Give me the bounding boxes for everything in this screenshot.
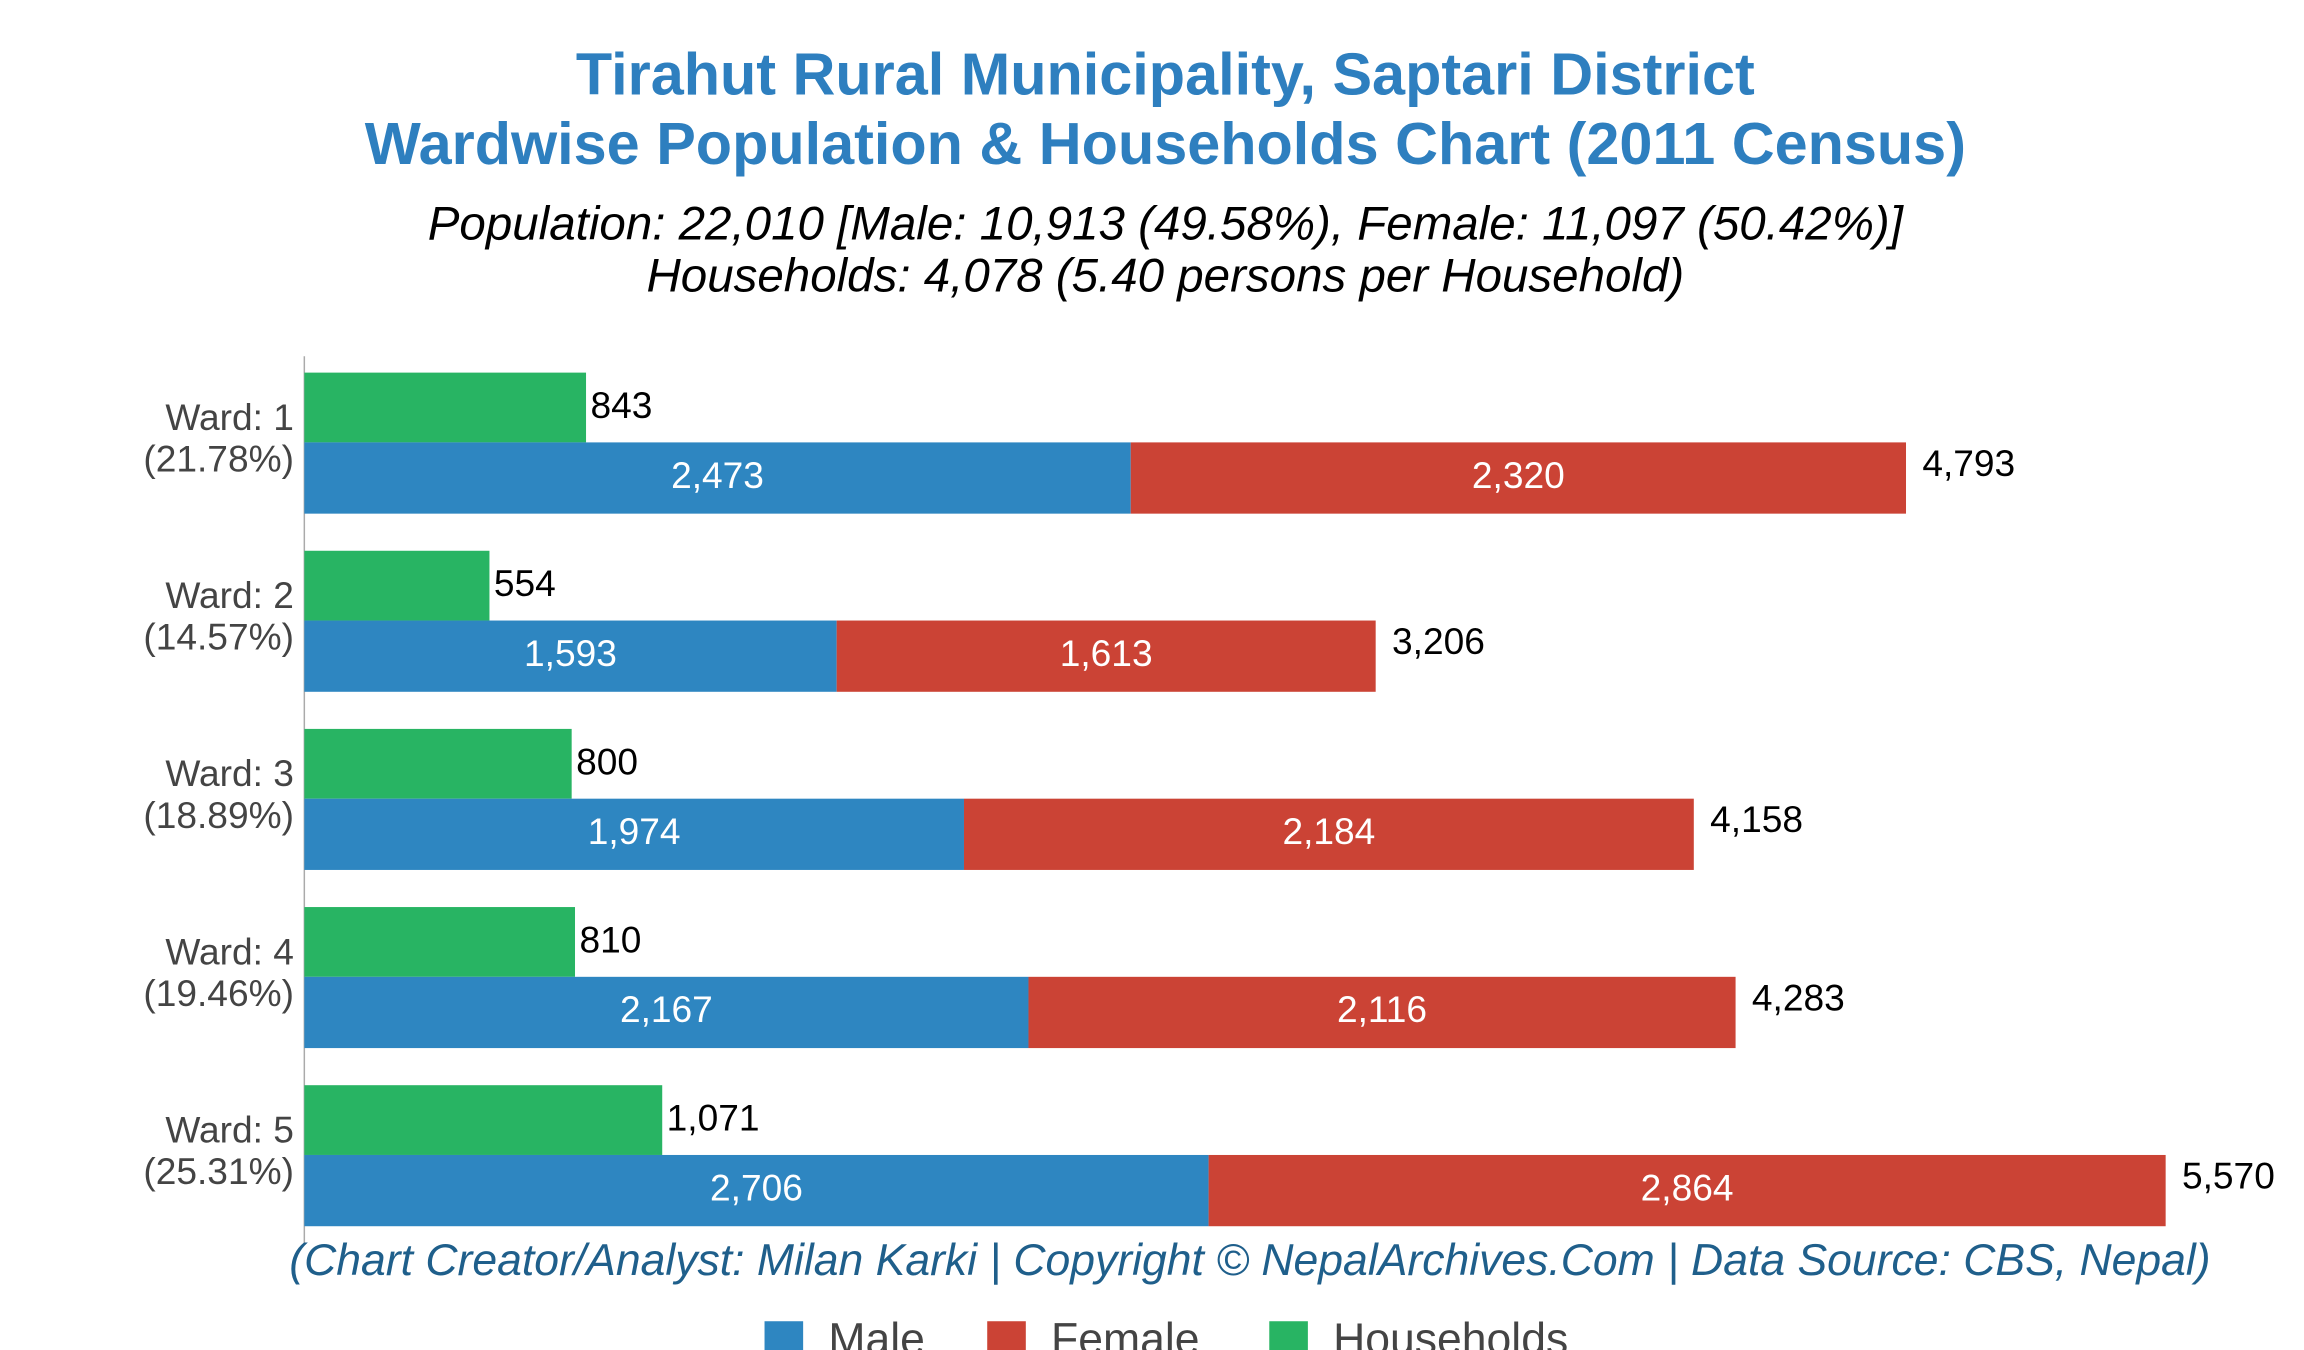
total-label: 4,793 <box>1922 442 2015 484</box>
legend-label: Households <box>1333 1315 1568 1350</box>
y-tick-label: Ward: 2 <box>165 574 294 616</box>
bar <box>304 1154 1209 1227</box>
data-label: 1,593 <box>524 632 617 674</box>
data-label: 1,613 <box>1060 632 1153 674</box>
y-tick-label: (25.31%) <box>143 1150 294 1192</box>
y-tick-label: (14.57%) <box>143 616 294 658</box>
bar <box>304 442 1131 514</box>
data-label: 2,320 <box>1472 454 1565 496</box>
bar <box>304 550 490 621</box>
total-label: 5,570 <box>2182 1155 2275 1197</box>
total-label: 4,283 <box>1752 976 1845 1018</box>
bar <box>304 1085 663 1155</box>
data-label: 554 <box>494 562 556 604</box>
y-tick-label: (18.89%) <box>143 794 294 836</box>
data-label: 1,071 <box>667 1097 760 1139</box>
legend-swatch <box>1269 1321 1308 1350</box>
legend-label: Male <box>828 1315 925 1350</box>
bar <box>304 798 964 870</box>
y-tick-label: Ward: 5 <box>165 1108 294 1150</box>
data-label: 1,974 <box>588 810 681 852</box>
chart-title: Wardwise Population & Households Chart (… <box>365 110 1966 177</box>
legend-swatch <box>987 1321 1026 1350</box>
bar <box>304 620 837 692</box>
data-label: 2,864 <box>1641 1166 1734 1208</box>
y-tick-label: Ward: 4 <box>165 930 294 972</box>
bar <box>1130 442 1907 514</box>
bar <box>836 620 1376 692</box>
data-label: 2,706 <box>710 1166 803 1208</box>
y-tick-label: (21.78%) <box>143 437 294 479</box>
total-label: 4,158 <box>1710 798 1803 840</box>
data-label: 2,473 <box>671 454 764 496</box>
footer: (Chart Creator/Analyst: Milan Karki | Co… <box>289 1236 2210 1285</box>
chart-title: Tirahut Rural Municipality, Saptari Dist… <box>576 40 1755 107</box>
legend-label: Female <box>1051 1315 1199 1350</box>
y-tick-label: Ward: 1 <box>165 396 294 438</box>
data-label: 2,167 <box>620 988 713 1030</box>
bar <box>304 372 587 443</box>
bar <box>304 728 572 799</box>
bar <box>304 976 1029 1049</box>
legend-swatch <box>764 1321 804 1350</box>
bar <box>1208 1154 2166 1227</box>
bar <box>963 798 1694 870</box>
data-label: 810 <box>579 918 641 960</box>
data-label: 800 <box>576 740 638 782</box>
bar <box>1028 976 1736 1049</box>
bar <box>304 907 576 977</box>
data-label: 843 <box>590 384 652 426</box>
total-label: 3,206 <box>1392 620 1485 662</box>
chart-subtitle: Population: 22,010 [Male: 10,913 (49.58%… <box>428 198 1905 251</box>
y-tick-label: Ward: 3 <box>165 752 294 794</box>
chart-subtitle: Households: 4,078 (5.40 persons per Hous… <box>646 250 1684 303</box>
data-label: 2,184 <box>1282 810 1375 852</box>
y-tick-label: (19.46%) <box>143 972 294 1014</box>
data-label: 2,116 <box>1337 988 1427 1030</box>
